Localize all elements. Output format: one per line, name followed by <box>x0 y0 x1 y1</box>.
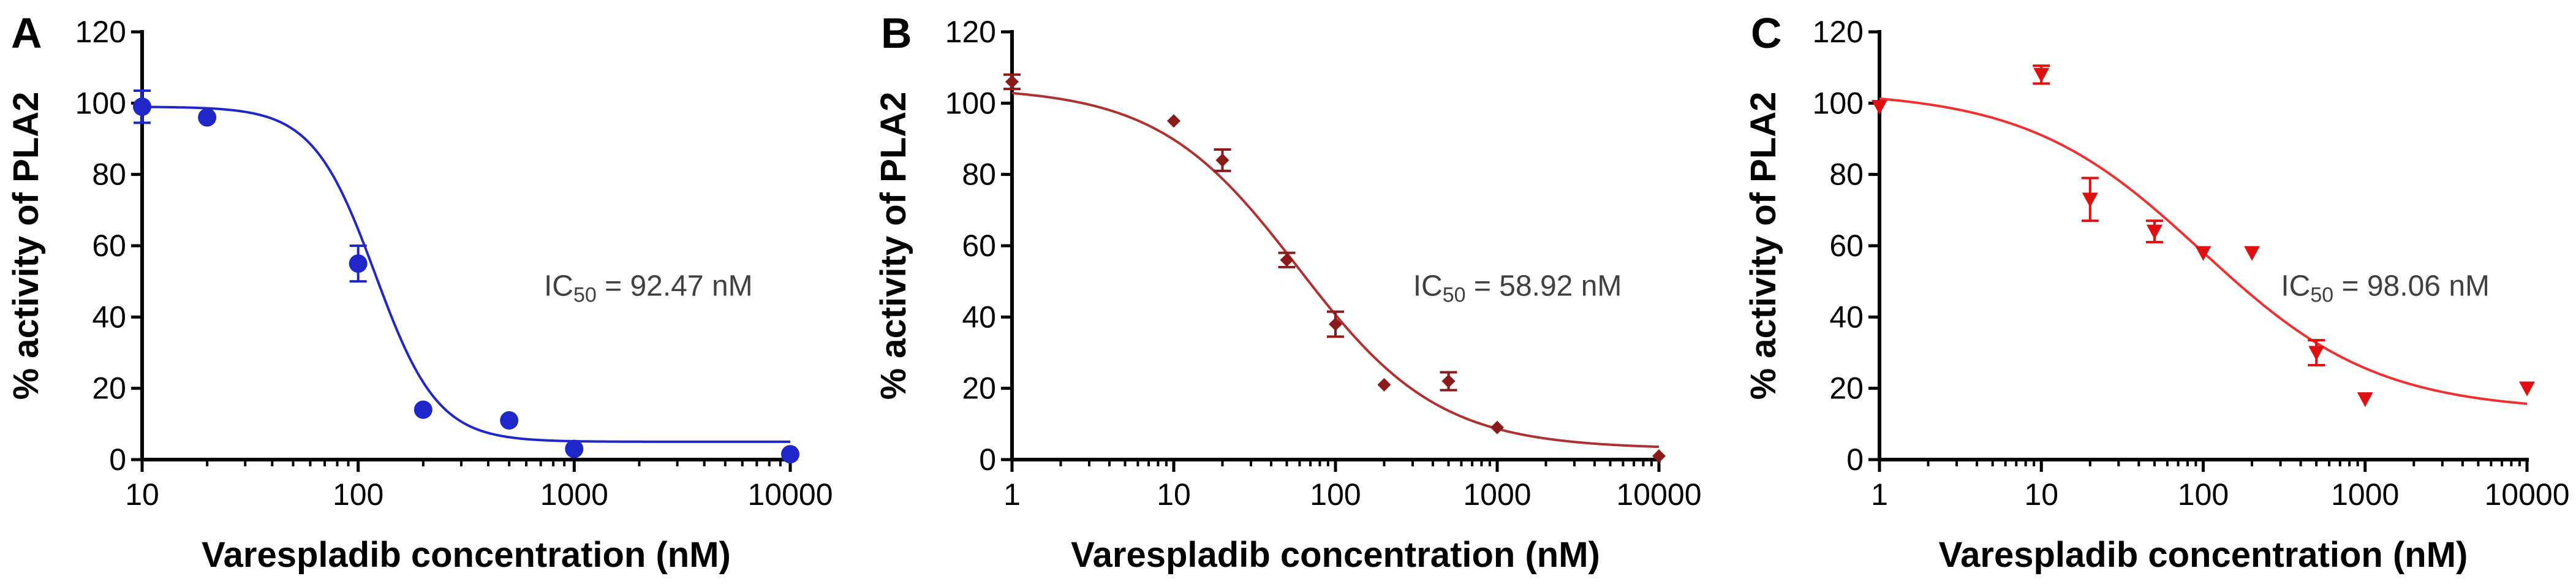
y-tick-label: 0 <box>109 442 126 477</box>
y-tick-label: 40 <box>962 300 996 334</box>
y-axis-title: % activity of PLA2 <box>6 92 46 400</box>
data-point <box>1167 114 1180 128</box>
y-tick-label: 80 <box>1829 157 1864 192</box>
y-tick-label: 100 <box>945 86 996 120</box>
x-tick-label: 1 <box>1871 477 1888 512</box>
x-tick-label: 10 <box>1157 477 1191 512</box>
y-tick-label: 60 <box>92 229 126 263</box>
y-axis-title: % activity of PLA2 <box>874 92 913 400</box>
data-point <box>2519 381 2535 396</box>
data-point <box>349 254 368 273</box>
ic50-annotation: IC50 = 92.47 nM <box>544 270 753 306</box>
x-tick-label: 10 <box>2024 477 2058 512</box>
x-tick-label: 100 <box>1310 477 1361 512</box>
panel-letter: C <box>1751 9 1782 57</box>
y-tick-label: 40 <box>1829 300 1864 334</box>
y-tick-label: 0 <box>1846 442 1864 477</box>
ic50-value: = 58.92 nM <box>1466 270 1622 302</box>
y-axis-title: % activity of PLA2 <box>1743 92 1783 400</box>
y-tick-label: 60 <box>962 229 996 263</box>
y-tick-label: 120 <box>75 15 126 49</box>
x-tick-label: 100 <box>333 477 383 512</box>
y-tick-label: 20 <box>1829 371 1864 406</box>
fit-curve <box>142 105 790 443</box>
y-tick-label: 20 <box>962 371 996 406</box>
y-tick-label: 100 <box>1813 86 1864 120</box>
x-tick-label: 10000 <box>1616 477 1701 512</box>
x-tick-label: 1000 <box>1463 477 1531 512</box>
data-point <box>198 108 217 127</box>
data-point <box>414 400 432 419</box>
data-point <box>1441 374 1456 389</box>
x-tick-label: 1000 <box>2331 477 2399 512</box>
data-point <box>133 97 151 116</box>
y-tick-label: 80 <box>92 157 126 192</box>
ic50-prefix: IC <box>2281 270 2310 302</box>
data-point <box>1377 377 1391 392</box>
data-point <box>2357 392 2373 408</box>
y-tick-label: 80 <box>962 157 996 192</box>
data-point <box>500 411 519 430</box>
x-tick-label: 10 <box>125 477 159 512</box>
ic50-value: = 92.47 nM <box>597 270 753 302</box>
data-point <box>1872 100 1887 115</box>
data-point <box>2146 224 2162 240</box>
data-point <box>781 445 799 464</box>
ic50-subscript: 50 <box>1443 283 1466 306</box>
y-tick-label: 100 <box>75 86 126 120</box>
data-point <box>1005 75 1019 89</box>
data-point <box>2033 67 2050 83</box>
y-tick-label: 0 <box>979 442 996 477</box>
data-point <box>1329 317 1342 331</box>
x-tick-label: 1 <box>1003 477 1021 512</box>
ic50-prefix: IC <box>1413 270 1443 302</box>
x-tick-label: 100 <box>2178 477 2229 512</box>
y-tick-label: 120 <box>945 15 996 49</box>
data-point <box>1215 153 1229 167</box>
data-point <box>1490 420 1504 434</box>
panel-letter: B <box>881 9 912 57</box>
y-tick-label: 40 <box>92 300 126 334</box>
ic50-prefix: IC <box>544 270 573 302</box>
chart-panel-a: A 0 20 40 60 80 100 120 10 100 1000 10000 Varespladi… <box>6 9 833 575</box>
data-point <box>1280 253 1294 267</box>
ic50-annotation: IC50 = 58.92 nM <box>1413 270 1622 306</box>
y-tick-label: 20 <box>92 371 126 406</box>
data-point <box>2244 246 2261 261</box>
data-point <box>2308 346 2325 361</box>
ic50-annotation: IC50 = 98.06 nM <box>2281 270 2490 306</box>
data-point <box>2082 192 2098 208</box>
data-point <box>2195 246 2212 261</box>
x-axis-title: Varespladib concentration (nM) <box>202 535 731 575</box>
data-point <box>1652 449 1666 463</box>
x-tick-label: 10000 <box>747 477 833 512</box>
x-tick-label: 10000 <box>2484 477 2569 512</box>
x-tick-label: 1000 <box>540 477 608 512</box>
ic50-value: = 98.06 nM <box>2333 270 2490 302</box>
panel-letter: A <box>11 9 42 57</box>
y-tick-label: 120 <box>1813 15 1864 49</box>
x-axis-title: Varespladib concentration (nM) <box>1939 535 2468 575</box>
ic50-subscript: 50 <box>573 283 597 306</box>
data-point <box>565 439 584 458</box>
y-tick-label: 60 <box>1829 229 1864 263</box>
ic50-subscript: 50 <box>2310 283 2333 306</box>
x-axis-title: Varespladib concentration (nM) <box>1071 535 1600 575</box>
